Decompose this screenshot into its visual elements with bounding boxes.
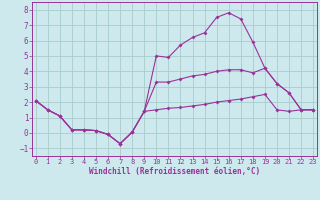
X-axis label: Windchill (Refroidissement éolien,°C): Windchill (Refroidissement éolien,°C) (89, 167, 260, 176)
